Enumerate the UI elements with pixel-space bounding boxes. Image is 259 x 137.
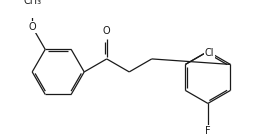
Text: O: O xyxy=(28,22,36,32)
Text: CH₃: CH₃ xyxy=(23,0,41,6)
Text: F: F xyxy=(205,125,211,135)
Text: Cl: Cl xyxy=(205,48,214,58)
Text: O: O xyxy=(103,26,111,36)
